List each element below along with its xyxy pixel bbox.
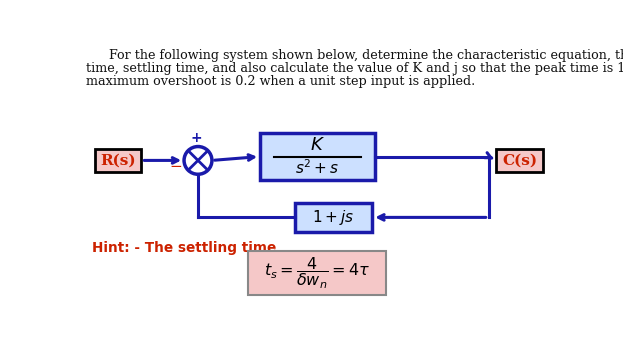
- Text: For the following system shown below, determine the characteristic equation, the: For the following system shown below, de…: [109, 49, 623, 62]
- Text: $-$: $-$: [169, 157, 183, 172]
- Text: $1+js$: $1+js$: [313, 208, 354, 227]
- Text: $K$: $K$: [310, 136, 325, 154]
- Circle shape: [184, 147, 212, 174]
- Bar: [249, 251, 386, 295]
- Text: C(s): C(s): [502, 153, 537, 168]
- Text: +: +: [191, 131, 202, 145]
- Text: R(s): R(s): [100, 153, 136, 168]
- Text: time, settling time, and also calculate the value of K and j so that the peak ti: time, settling time, and also calculate …: [85, 62, 623, 75]
- Text: $s^2 + s$: $s^2 + s$: [295, 159, 340, 178]
- Text: maximum overshoot is 0.2 when a unit step input is applied.: maximum overshoot is 0.2 when a unit ste…: [85, 75, 475, 88]
- Text: $t_s = \dfrac{4}{\delta w_n} = 4\tau$: $t_s = \dfrac{4}{\delta w_n} = 4\tau$: [264, 255, 371, 291]
- Bar: [295, 203, 373, 232]
- Bar: [260, 133, 374, 180]
- Bar: [497, 149, 543, 172]
- Bar: [95, 149, 141, 172]
- Text: Hint: - The settling time: Hint: - The settling time: [92, 241, 276, 255]
